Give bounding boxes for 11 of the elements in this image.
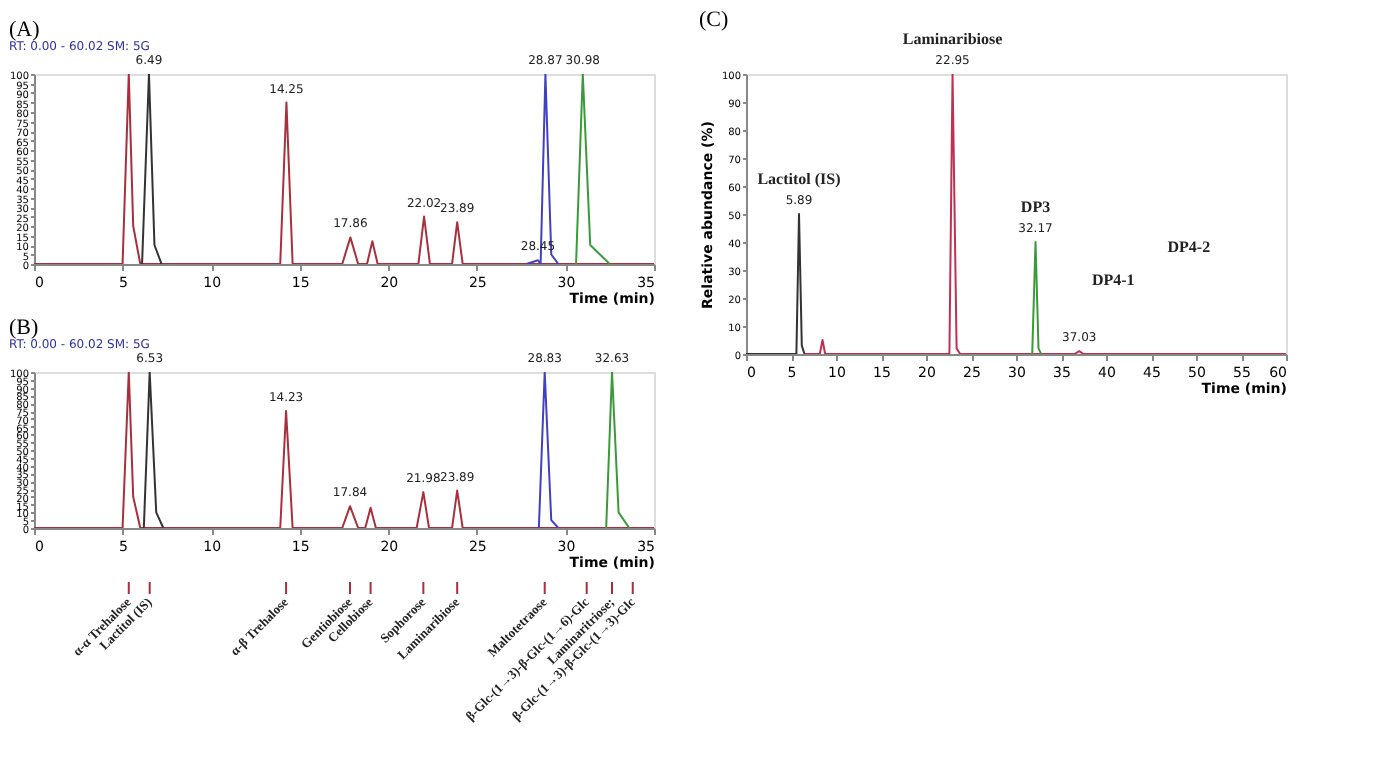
line-series: [34, 74, 654, 264]
annotation: DP4-1: [1091, 271, 1135, 290]
line-series: [525, 74, 560, 264]
chart-title: (C): [698, 8, 729, 32]
chart-title: (A): [8, 18, 41, 42]
annotation: DP3: [1020, 198, 1051, 216]
chart-title: (B): [8, 316, 39, 340]
annotation: Lactitol (IS): [757, 170, 842, 188]
line-series: [34, 372, 654, 528]
annotation: Laminaribiose: [902, 30, 1004, 48]
annotation: DP4-2: [1167, 237, 1211, 256]
